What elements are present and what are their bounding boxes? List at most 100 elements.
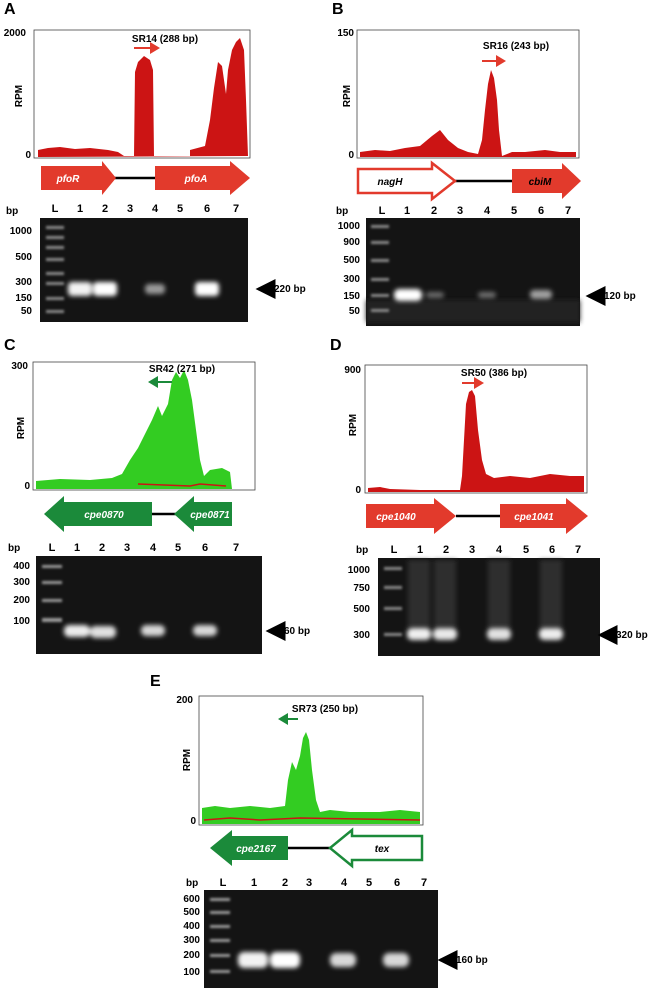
panel-d-gene-cpe1041-label: cpe1041 xyxy=(514,512,554,523)
panel-b-ladder-150: 150 xyxy=(343,291,360,302)
panel-c-band-size: 60 bp xyxy=(284,626,310,637)
panel-a-band-lane4 xyxy=(145,284,165,294)
panel-e-ladder-400: 400 xyxy=(183,921,200,932)
panel-d-ladder-1000: 1000 xyxy=(348,565,371,576)
panel-c-lane-labels: L 1 2 3 4 5 6 7 xyxy=(49,542,239,554)
panel-e-ladder-500: 500 xyxy=(183,907,200,918)
panel-d-gene-cpe1040-label: cpe1040 xyxy=(376,512,416,523)
panel-b-band-lane1 xyxy=(394,289,422,301)
panel-b-ladder-900: 900 xyxy=(343,237,360,248)
panel-e-band-lane4 xyxy=(330,953,356,967)
panel-d-gene-cpe1041 xyxy=(500,498,588,534)
panel-e-ladder-label: L xyxy=(220,877,227,889)
panel-b-bp-label: bp xyxy=(336,206,348,217)
panel-e-lane-1: 1 xyxy=(251,877,257,889)
panel-a-srna-arrow xyxy=(134,42,160,54)
panel-a-band-size: 220 bp xyxy=(274,284,306,295)
panel-c-lane-6: 6 xyxy=(202,542,208,554)
panel-c-band-lane6 xyxy=(193,625,217,636)
panel-b-gene-nagh-label: nagH xyxy=(378,177,404,188)
panel-e-rpm-max: 200 xyxy=(176,695,193,706)
panel-e-ladder-100: 100 xyxy=(183,967,200,978)
panel-c-gene-cpe0871 xyxy=(174,496,232,532)
panel-c-ladder-label: L xyxy=(49,542,56,554)
panel-d-ladder-500: 500 xyxy=(353,604,370,615)
panel-b-gene-nagh xyxy=(356,160,458,202)
panel-a-lane-2: 2 xyxy=(102,203,108,215)
panel-b-ladder-500: 500 xyxy=(343,255,360,266)
panel-d-bp-label: bp xyxy=(356,545,368,556)
panel-d-lane-3: 3 xyxy=(469,544,475,556)
panel-c-srna-title: SR42 (271 bp) xyxy=(149,364,215,375)
panel-d-lane-6: 6 xyxy=(549,544,555,556)
panel-d-band-size: 320 bp xyxy=(616,630,648,641)
panel-a-band-lane6 xyxy=(195,282,219,296)
panel-c-ladder-200: 200 xyxy=(13,595,30,606)
panel-b-ladder-50: 50 xyxy=(349,306,361,317)
panel-b-band-size: 120 bp xyxy=(604,291,636,302)
panel-e-band-lane6 xyxy=(383,953,409,967)
panel-d: D 900 0 RPM SR50 (386 bp) cpe1040 cpe104… xyxy=(330,337,648,656)
panel-e-srna-title: SR73 (250 bp) xyxy=(292,704,358,715)
panel-e-rpm-zero: 0 xyxy=(190,816,196,827)
panel-a-ladder-bands xyxy=(46,226,64,313)
panel-a-band-lane2 xyxy=(93,282,117,296)
panel-c-ladder-400: 400 xyxy=(13,561,30,572)
panel-d-ladder-300: 300 xyxy=(353,630,370,641)
panel-d-lane-labels: L 1 2 3 4 5 6 7 xyxy=(391,544,581,556)
panel-e-srna-arrow xyxy=(278,713,298,725)
panel-b-band-lane6 xyxy=(530,290,552,299)
panel-d-rpm-max: 900 xyxy=(344,365,361,376)
panel-a-ladder-50: 50 xyxy=(21,306,33,317)
panel-b-rpm-max: 150 xyxy=(337,28,354,39)
panel-d-band-lane2 xyxy=(433,628,457,640)
panel-e-rpm-label: RPM xyxy=(182,749,193,771)
panel-e: E 200 0 RPM SR73 (250 bp) cpe2167 tex bp… xyxy=(150,673,488,988)
panel-c-lane-7: 7 xyxy=(233,542,239,554)
panel-c-lane-5: 5 xyxy=(175,542,181,554)
panel-a: A 2000 0 RPM SR14 (288 bp) pfoR pfoA bp … xyxy=(4,1,306,322)
panel-e-band-lane2 xyxy=(270,952,300,968)
panel-b-band-lane2 xyxy=(426,292,444,298)
panel-c-sample-bands xyxy=(64,625,217,638)
panel-e-ladder-300: 300 xyxy=(183,935,200,946)
panel-d-sample-bands xyxy=(407,628,563,640)
panel-b-gene-cbim-label: cbiM xyxy=(529,177,552,188)
panel-b-gel-haze xyxy=(366,300,580,322)
panel-d-band-lane1 xyxy=(407,628,431,640)
panel-b-coverage-frame xyxy=(356,29,580,159)
panel-c-ladder-300: 300 xyxy=(13,577,30,588)
panel-c-ladder-sizes: 400 300 200 100 xyxy=(13,561,30,627)
panel-a-lane-5: 5 xyxy=(177,203,183,215)
panel-d-srna-title: SR50 (386 bp) xyxy=(461,368,527,379)
panel-b-sample-bands xyxy=(394,289,552,301)
panel-e-lane-3: 3 xyxy=(306,877,312,889)
panel-a-ladder-sizes: 1000 500 300 150 50 xyxy=(10,226,33,317)
panel-b-lane-1: 1 xyxy=(404,205,410,217)
panel-b-ladder-sizes: 1000 900 500 300 150 50 xyxy=(338,221,361,317)
panel-a-gene-pfor xyxy=(41,161,116,195)
panel-a-lane-7: 7 xyxy=(233,203,239,215)
panel-b-lane-6: 6 xyxy=(538,205,544,217)
panel-b-gene-cbim xyxy=(512,163,581,199)
panel-e-lane-2: 2 xyxy=(282,877,288,889)
panel-c-lane-2: 2 xyxy=(99,542,105,554)
panel-e-coverage-track xyxy=(202,732,420,824)
panel-d-ladder-label: L xyxy=(391,544,398,556)
panel-d-ladder-bands xyxy=(384,567,402,636)
panel-c-band-lane2 xyxy=(90,626,116,638)
panel-c-gene-cpe0870 xyxy=(44,496,152,532)
panel-e-bp-label: bp xyxy=(186,878,198,889)
panel-e-label: E xyxy=(150,673,161,690)
panel-e-ladder-200: 200 xyxy=(183,950,200,961)
panel-e-gel xyxy=(204,890,438,988)
panel-a-rpm-label: RPM xyxy=(14,85,25,107)
panel-e-gene-tex-label: tex xyxy=(375,844,390,855)
panel-e-gene-tex xyxy=(328,827,424,869)
panel-c: C 300 0 RPM SR42 (271 bp) cpe0870 cpe087… xyxy=(4,337,310,654)
panel-e-band-lane1 xyxy=(238,952,268,968)
panel-e-band-size: 160 bp xyxy=(456,955,488,966)
panel-c-gene-cpe0871-label: cpe0871 xyxy=(190,510,230,521)
panel-d-ladder-sizes: 1000 750 500 300 xyxy=(348,565,371,641)
panel-e-ladder-sizes: 600 500 400 300 200 100 xyxy=(183,894,200,978)
